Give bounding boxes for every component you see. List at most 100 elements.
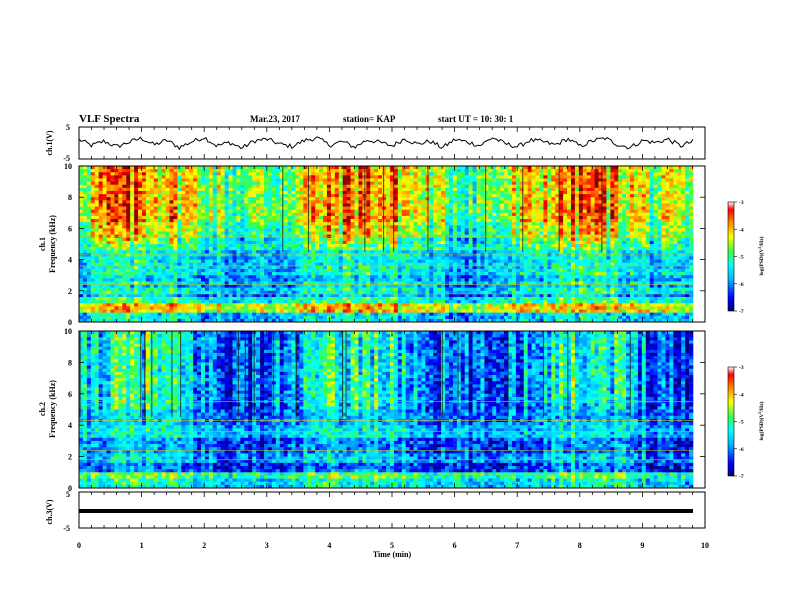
spectrogram-cell xyxy=(228,200,233,204)
spectrogram-cell xyxy=(689,225,694,229)
spectrogram-cell xyxy=(397,206,403,210)
spectrogram-cell xyxy=(82,237,88,242)
spectrogram-cell xyxy=(330,187,336,192)
spectrogram-cell xyxy=(661,244,666,248)
spectrogram-cell xyxy=(681,175,686,179)
spectrogram-cell xyxy=(106,250,111,254)
spectrogram-cell xyxy=(669,166,674,170)
spectrogram-cell xyxy=(267,247,273,251)
spectrogram-cell xyxy=(480,181,485,186)
spectrogram-cell xyxy=(208,166,214,170)
spectrogram-cell xyxy=(271,200,277,204)
spectrogram-cell xyxy=(110,247,115,251)
spectrogram-cell xyxy=(346,250,351,254)
spectrogram-cell xyxy=(429,259,434,264)
spectrogram-cell xyxy=(173,187,178,192)
spectrogram-cell xyxy=(287,250,292,254)
spectrogram-cell xyxy=(484,178,489,182)
spectrogram-cell xyxy=(193,212,198,217)
spectrogram-cell xyxy=(201,256,206,260)
spectrogram-cell xyxy=(338,209,344,214)
spectrogram-cell xyxy=(212,200,218,204)
spectrogram-cell xyxy=(350,240,355,245)
spectrogram-cell xyxy=(193,203,198,207)
spectrogram-cell xyxy=(448,250,454,254)
spectrogram-cell xyxy=(263,240,269,245)
spectrogram-cell xyxy=(452,240,458,245)
spectrogram-cell xyxy=(232,190,237,195)
spectrogram-cell xyxy=(126,240,131,245)
spectrogram-cell xyxy=(633,203,639,207)
spectrogram-cell xyxy=(559,262,564,267)
spectrogram-cell xyxy=(515,175,521,179)
spectrogram-cell xyxy=(110,172,115,176)
spectrogram-cell xyxy=(574,219,580,223)
spectrogram-cell xyxy=(326,212,332,217)
spectrogram-cell xyxy=(342,262,347,267)
spectrogram-cell xyxy=(354,206,359,210)
spectrogram-cell xyxy=(448,187,454,192)
spectrogram-cell xyxy=(456,225,462,229)
spectrogram-cell xyxy=(240,262,245,267)
spectrogram-cell xyxy=(315,203,320,207)
spectrogram-cell xyxy=(630,209,635,214)
spectrogram-cell xyxy=(441,225,446,229)
spectrogram-cell xyxy=(405,206,410,210)
spectrogram-cell xyxy=(421,215,426,220)
spectrogram-cell xyxy=(614,169,619,173)
spectrogram-cell xyxy=(319,212,324,217)
spectrogram-cell xyxy=(193,190,198,195)
spectrogram-cell xyxy=(204,244,210,248)
spectrogram-cell xyxy=(86,178,92,182)
spectrogram-cell xyxy=(547,228,552,232)
spectrogram-cell xyxy=(370,178,375,182)
spectrogram-cell xyxy=(665,228,670,232)
spectrogram-cell xyxy=(618,228,623,232)
spectrogram-cell xyxy=(287,190,292,195)
spectrogram-cell xyxy=(445,244,450,248)
spectrogram-cell xyxy=(492,228,497,232)
spectrogram-cell xyxy=(555,197,560,201)
spectrogram-cell xyxy=(248,172,253,176)
spectrogram-cell xyxy=(299,172,304,176)
spectrogram-cell xyxy=(126,203,131,207)
spectrogram-cell xyxy=(173,215,178,220)
spectrogram-cell xyxy=(224,172,229,176)
spectrogram-cell xyxy=(232,209,237,214)
spectrogram-cell xyxy=(201,187,206,192)
spectrogram-cell xyxy=(586,206,591,210)
spectrogram-cell xyxy=(378,256,383,260)
spectrogram-cell xyxy=(212,197,218,201)
spectrogram-cell xyxy=(649,219,654,223)
spectrogram-cell xyxy=(452,231,458,235)
spectrogram-cell xyxy=(681,209,686,214)
spectrogram-cell xyxy=(590,225,595,229)
spectrogram-cell xyxy=(606,187,611,192)
spectrogram-cell xyxy=(417,172,422,176)
spectrogram-cell xyxy=(145,250,151,254)
spectrogram-cell xyxy=(456,169,462,173)
spectrogram-cell xyxy=(523,240,528,245)
spectrogram-cell xyxy=(291,190,296,195)
spectrogram-cell xyxy=(350,247,355,251)
spectrogram-cell xyxy=(673,190,678,195)
spectrogram-cell xyxy=(106,256,111,260)
spectrogram-cell xyxy=(193,262,198,267)
spectrogram-cell xyxy=(397,215,403,220)
spectrogram-cell xyxy=(641,200,647,204)
spectrogram-cell xyxy=(153,262,159,267)
spectrogram-cell xyxy=(220,250,225,254)
spectrogram-cell xyxy=(456,231,462,235)
spectrogram-cell xyxy=(386,250,391,254)
spectrogram-cell xyxy=(405,169,410,173)
spectrogram-cell xyxy=(661,169,666,173)
spectrogram-cell xyxy=(594,231,599,235)
spectrogram-cell xyxy=(527,197,532,201)
spectrogram-cell xyxy=(185,225,190,229)
spectrogram-cell xyxy=(141,259,147,264)
spectrogram-cell xyxy=(547,215,552,220)
spectrogram-cell xyxy=(476,172,481,176)
spectrogram-cell xyxy=(307,212,312,217)
spectrogram-cell xyxy=(445,228,450,232)
spectrogram-cell xyxy=(606,178,611,182)
